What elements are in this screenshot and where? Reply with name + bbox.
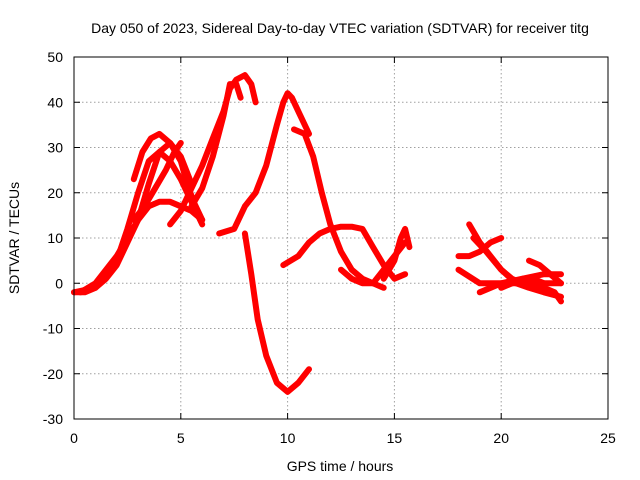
series-arc-8: [216, 90, 312, 237]
y-tick-label: 10: [47, 230, 63, 246]
series-arc-20: [498, 275, 547, 291]
chart-title: Day 050 of 2023, Sidereal Day-to-day VTE…: [91, 20, 589, 36]
y-tick-label: 0: [55, 275, 63, 291]
x-tick-label: 10: [280, 430, 296, 446]
series-arc-10: [241, 230, 312, 395]
x-tick-label: 20: [493, 430, 509, 446]
x-tick-label: 0: [70, 430, 78, 446]
series-arc-7: [188, 81, 244, 210]
y-tick-label: -30: [43, 411, 63, 427]
x-axis-label: GPS time / hours: [287, 458, 394, 474]
plot-series: [71, 72, 564, 395]
series-arc-18: [526, 257, 564, 287]
series-arc-9: [291, 126, 387, 291]
series-arc-4: [130, 130, 206, 223]
x-tick-label: 25: [600, 430, 616, 446]
series-arc-14: [455, 235, 505, 260]
y-tick-label: 20: [47, 185, 63, 201]
x-tick-labels: 0 5 10 15 20 25: [70, 57, 616, 446]
y-tick-labels: 50 40 30 20 10 0 -10 -20 -30: [43, 49, 608, 427]
y-tick-label: 50: [47, 49, 63, 65]
y-tick-label: -10: [43, 321, 63, 337]
x-tick-label: 5: [177, 430, 185, 446]
y-tick-label: 40: [47, 94, 63, 110]
grid: [74, 57, 608, 419]
series-arc-5: [130, 140, 184, 223]
y-tick-label: -20: [43, 366, 63, 382]
y-tick-label: 30: [47, 140, 63, 156]
x-tick-label: 15: [387, 430, 403, 446]
series-arc-13: [380, 225, 413, 282]
y-axis-label: SDTVAR / TECUs: [6, 182, 22, 294]
